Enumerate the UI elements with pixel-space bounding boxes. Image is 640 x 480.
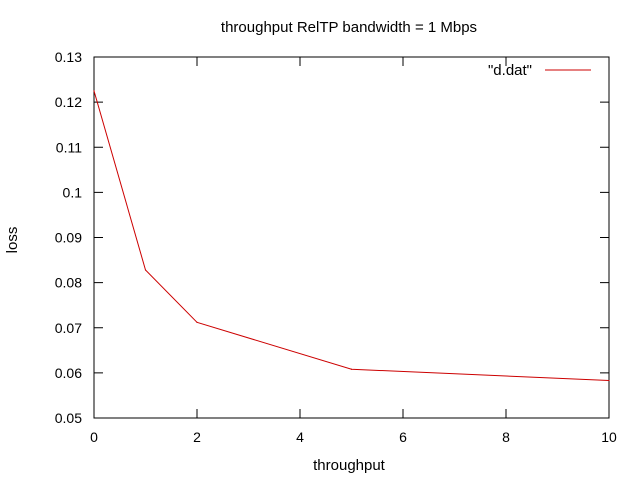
- data-point: [196, 321, 198, 323]
- y-tick-label: 0.07: [55, 320, 82, 336]
- data-point: [608, 379, 610, 382]
- series-layer: [93, 90, 610, 382]
- data-point: [93, 90, 95, 92]
- y-tick-label: 0.12: [55, 94, 82, 110]
- x-tick-label: 6: [399, 429, 407, 445]
- x-tick-label: 0: [90, 429, 98, 445]
- y-tick-label: 0.11: [56, 139, 82, 155]
- chart-title: throughput RelTP bandwidth = 1 Mbps: [221, 19, 477, 36]
- data-point: [144, 269, 147, 271]
- y-tick-label: 0.09: [55, 230, 82, 246]
- y-tick-label: 0.05: [55, 410, 82, 426]
- y-axis: 0.05 0.06 0.07 0.08 0.09 0.1 0.11 0.12 0.13: [55, 49, 609, 426]
- x-tick-label: 2: [193, 429, 201, 445]
- y-axis-label: loss: [4, 227, 21, 254]
- legend-label: "d.dat": [488, 62, 532, 79]
- y-tick-label: 0.13: [55, 49, 82, 65]
- x-tick-label: 8: [502, 429, 510, 445]
- legend: "d.dat": [488, 62, 591, 79]
- x-axis: 0 2 4 6 8 10: [90, 57, 617, 445]
- x-tick-label: 10: [601, 429, 617, 445]
- x-tick-label: 4: [296, 429, 304, 445]
- y-tick-label: 0.08: [55, 275, 82, 291]
- series-line-0: [93, 90, 610, 382]
- plot-frame: [93, 56, 610, 419]
- y-tick-label: 0.06: [55, 365, 82, 381]
- data-point: [350, 368, 353, 370]
- y-tick-label: 0.1: [63, 184, 83, 200]
- x-axis-label: throughput: [313, 457, 386, 474]
